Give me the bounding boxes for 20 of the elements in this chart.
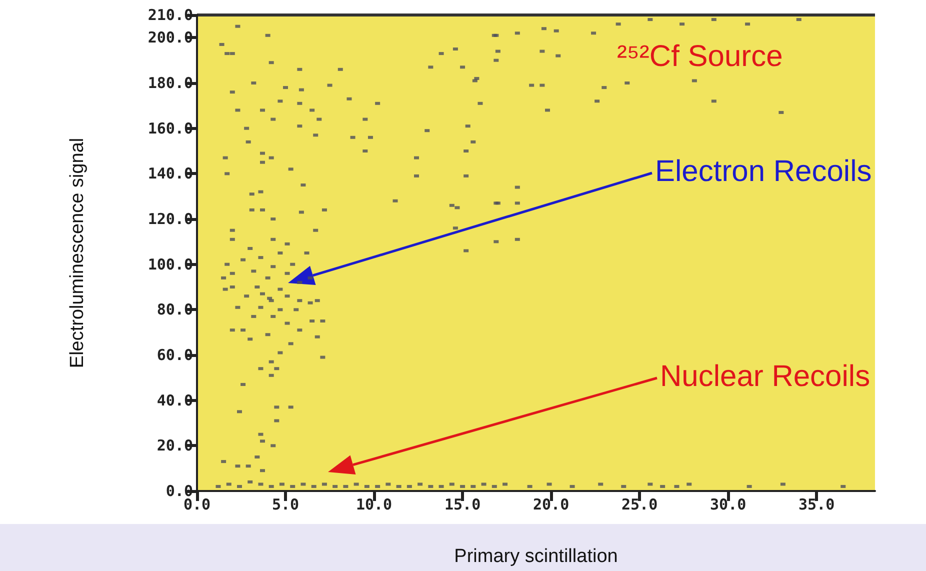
y-tick-label: 180.0: [148, 74, 193, 92]
y-tick-label: 120.0: [148, 210, 193, 228]
x-tick-label: 5.0: [272, 496, 300, 514]
x-tick-label: 15.0: [444, 496, 481, 514]
y-tick-label: 160.0: [148, 119, 193, 138]
x-tick-label: 20.0: [532, 496, 570, 514]
x-tick-label: 10.0: [356, 496, 392, 514]
annotation: Electron Recoils: [655, 155, 872, 189]
y-tick-label: 200.0: [148, 28, 193, 47]
x-axis-title: Primary scintillation: [454, 546, 618, 567]
x-tick-label: 25.0: [621, 496, 658, 514]
annotation: ²⁵²Cf Source: [617, 40, 783, 74]
annotation: Nuclear Recoils: [660, 360, 870, 394]
x-tick-label: 30.0: [710, 496, 746, 514]
y-tick-label: 100.0: [148, 255, 193, 274]
x-tick-label: 35.0: [798, 496, 835, 514]
y-tick-label: 210.0: [148, 6, 193, 24]
y-axis-title: Electroluminescence signal: [67, 138, 88, 368]
y-tick-label: 140.0: [148, 164, 193, 183]
x-tick-label: 0.0: [183, 496, 211, 514]
